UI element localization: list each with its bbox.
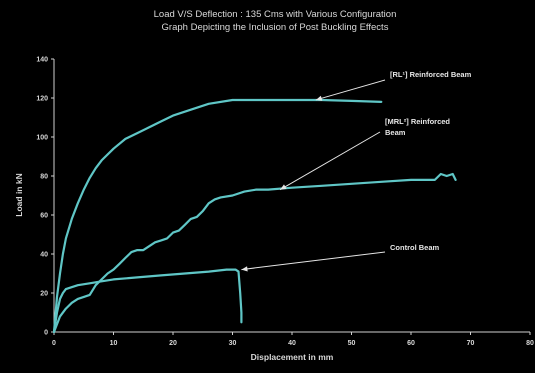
series-lines <box>52 98 457 334</box>
x-tick-label: 80 <box>526 340 534 347</box>
y-tick-label: 120 <box>36 96 48 103</box>
y-tick-label: 100 <box>36 135 48 142</box>
y-axis-label: Load in kN <box>14 173 24 216</box>
annotation-control-beam-leader <box>241 251 386 271</box>
y-tick-label: 140 <box>36 57 48 64</box>
chart-title: Load V/S Deflection : 135 Cms with Vario… <box>154 9 397 20</box>
annotations: [RL¹] Reinforced Beam [MRL²] Reinforced Be… <box>241 70 472 272</box>
x-tick-label: 50 <box>348 340 356 347</box>
annotation-mrl-beam-leader <box>279 131 381 191</box>
y-tick-label: 80 <box>40 174 48 181</box>
annotation-mrl-beam-label: [MRL²] Reinforced <box>385 117 450 126</box>
x-tick-label: 20 <box>169 340 177 347</box>
series-line-control <box>52 268 243 334</box>
annotation-mrl-beam-arrowhead <box>280 184 287 190</box>
x-tick-label: 40 <box>288 340 296 347</box>
annotation-control-beam-label: Control Beam <box>390 243 440 252</box>
annotation-rl-beam-arrowhead <box>315 95 323 101</box>
x-axis-label: Displacement in mm <box>251 352 334 362</box>
y-tick-label: 40 <box>40 252 48 259</box>
chart-subtitle: Graph Depicting the Inclusion of Post Bu… <box>162 22 389 33</box>
annotation-rl-beam-label: [RL¹] Reinforced Beam <box>390 70 472 79</box>
x-tick-label: 0 <box>52 340 56 347</box>
y-tick-label: 0 <box>44 330 48 337</box>
x-tick-label: 10 <box>110 340 118 347</box>
x-tick-label: 30 <box>229 340 237 347</box>
axes <box>51 58 531 335</box>
annotation-control-beam-arrowhead <box>241 266 248 272</box>
tick-labels: 0 10 20 30 40 50 60 70 80 0 20 40 60 80 100 120 140 <box>36 57 534 348</box>
y-tick-label: 20 <box>40 291 48 298</box>
annotation-mrl-beam-label: Beam <box>385 128 406 137</box>
x-tick-label: 60 <box>407 340 415 347</box>
series-line-mrl <box>52 172 457 334</box>
series-line-rl <box>52 98 383 334</box>
y-tick-label: 60 <box>40 213 48 220</box>
x-tick-label: 70 <box>467 340 475 347</box>
annotation-rl-beam-leader <box>315 79 386 101</box>
